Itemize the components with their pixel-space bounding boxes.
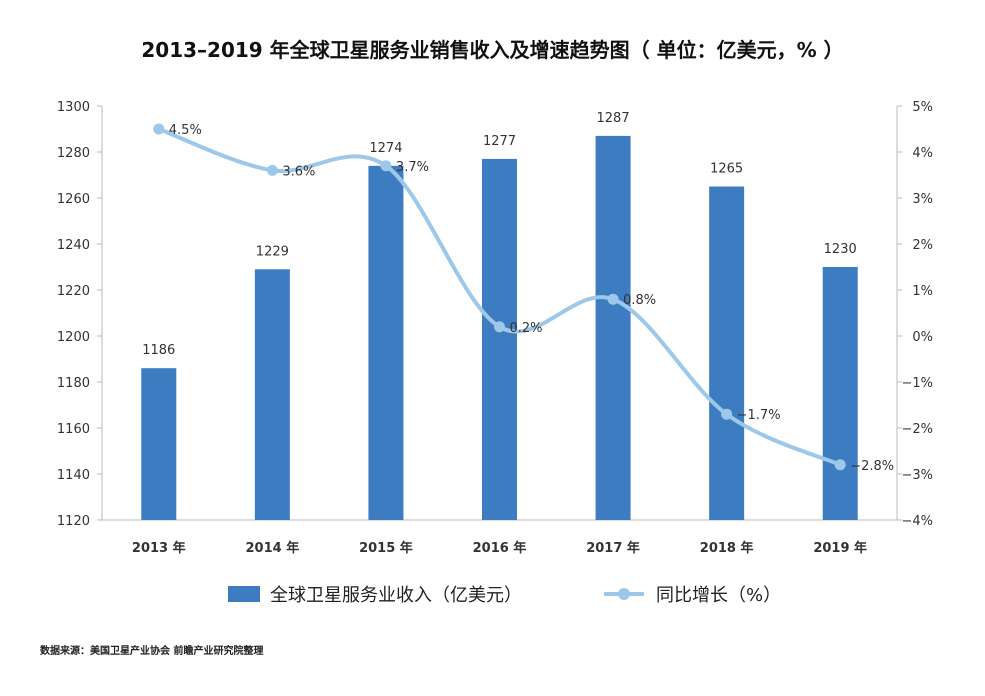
growth-point (266, 164, 278, 176)
x-tick-label: 2013 年 (132, 540, 186, 556)
growth-value-label: 4.5% (169, 123, 202, 138)
chart-title: 2013–2019 年全球卫星服务业销售收入及增速趋势图（ 单位：亿美元，% ） (141, 38, 844, 62)
bar-value-label: 1287 (597, 111, 630, 126)
x-tick-label: 2015 年 (359, 540, 413, 556)
growth-value-label: 0.2% (510, 321, 543, 336)
growth-line (153, 123, 846, 471)
growth-point (607, 293, 619, 305)
growth-value-label: −1.7% (737, 408, 781, 423)
y-left-tick-label: 1120 (57, 514, 90, 529)
y-left-tick-label: 1180 (57, 376, 90, 391)
legend: 全球卫星服务业收入（亿美元） 同比增长（%） (228, 585, 781, 606)
y-left-tick-label: 1300 (57, 100, 90, 115)
growth-point (153, 123, 165, 135)
x-tick-label: 2018 年 (700, 540, 754, 556)
y-left-tick-label: 1240 (57, 238, 90, 253)
y-right-tick-label: 3% (912, 192, 933, 207)
bar-value-label: 1230 (824, 242, 857, 257)
revenue-bar (482, 158, 517, 520)
y-right-tick-label: 1% (912, 284, 933, 299)
legend-bar-label: 全球卫星服务业收入（亿美元） (270, 585, 522, 606)
bar-value-label: 1186 (142, 343, 175, 358)
x-tick-label: 2019 年 (813, 540, 867, 556)
revenue-bar (709, 186, 745, 520)
growth-value-label: −2.8% (850, 459, 894, 474)
revenue-bar (822, 267, 858, 520)
bars (141, 135, 858, 521)
y-right-tick-label: −2% (901, 422, 933, 437)
legend-bar-swatch (228, 586, 260, 602)
growth-value-label: 3.7% (396, 160, 429, 175)
source-note: 数据来源：美国卫星产业协会 前瞻产业研究院整理 (40, 646, 264, 657)
axes: 1300 5% 1280 4% 1260 3% 1240 2% 1220 1% 1200 0% 1180… (57, 100, 933, 556)
x-tick-label: 2017 年 (586, 540, 640, 556)
y-right-tick-label: 0% (912, 330, 933, 345)
growth-value-label: 0.8% (623, 293, 656, 308)
y-left-tick-label: 1260 (57, 192, 90, 207)
y-left-tick-label: 1140 (57, 468, 90, 483)
x-tick-label: 2014 年 (245, 540, 299, 556)
bar-value-label: 1277 (483, 134, 516, 149)
bar-value-label: 1274 (369, 141, 402, 156)
x-tick-label: 2016 年 (473, 540, 527, 556)
y-right-tick-label: 2% (912, 238, 933, 253)
legend-line-label: 同比增长（%） (656, 585, 781, 606)
y-right-tick-label: 5% (912, 100, 933, 115)
revenue-bar (254, 269, 290, 520)
bar-value-label: 1229 (256, 244, 289, 259)
y-left-tick-label: 1200 (57, 330, 90, 345)
bar-value-label: 1265 (710, 162, 743, 177)
revenue-bar (595, 135, 631, 520)
y-left-tick-label: 1280 (57, 146, 90, 161)
legend-line-marker (618, 588, 630, 600)
revenue-bar (141, 368, 177, 520)
y-right-tick-label: 4% (912, 146, 933, 161)
growth-point (494, 321, 505, 333)
y-left-tick-label: 1160 (57, 422, 90, 437)
growth-point (721, 408, 733, 420)
revenue-bar (368, 165, 404, 521)
growth-point (380, 160, 392, 172)
y-right-tick-label: −3% (901, 468, 933, 483)
growth-value-label: 3.6% (282, 164, 315, 179)
data-labels: 1186 1229 1274 1277 1287 1265 1230 4.5% 3.6% 3.7%… (142, 111, 894, 474)
growth-point (834, 459, 846, 471)
y-left-tick-label: 1220 (57, 284, 90, 299)
y-right-tick-label: −4% (901, 514, 933, 529)
y-right-tick-label: −1% (901, 376, 933, 391)
